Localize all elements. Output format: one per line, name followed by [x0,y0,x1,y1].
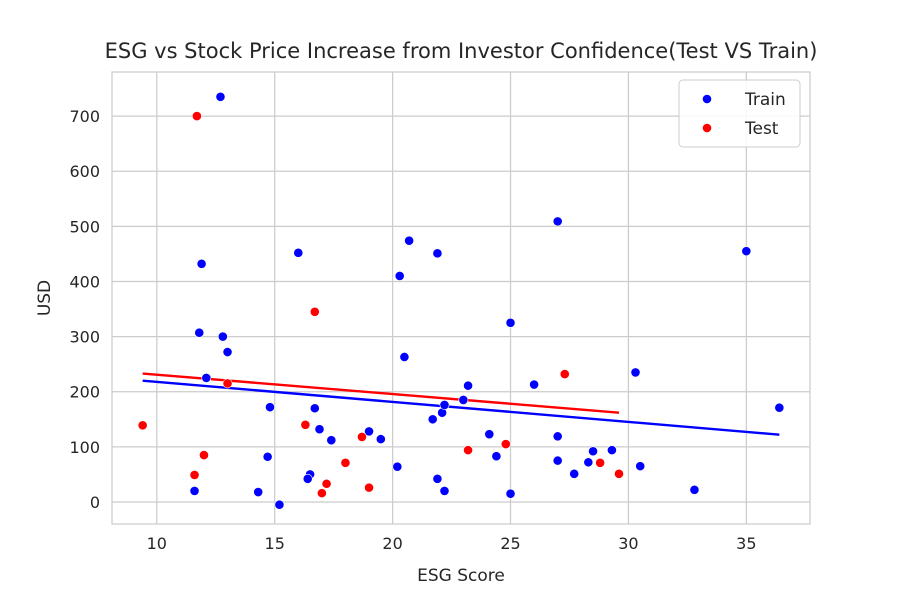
train-point [689,484,700,495]
x-tick-label: 20 [382,534,402,553]
legend-marker-test [702,123,712,133]
y-tick-label: 700 [69,107,100,126]
train-point [439,400,450,410]
test-point [500,439,511,449]
train-point [196,258,207,269]
x-tick-label: 15 [265,534,285,553]
test-point [340,457,351,468]
x-tick-label: 25 [500,534,520,553]
train-point [293,247,304,258]
test-point [595,457,606,468]
test-point [316,488,327,499]
train-point [635,461,646,472]
train-point [392,461,403,472]
legend-label-test: Test [744,119,779,139]
regression-lines [142,372,780,436]
test-point [357,432,367,442]
test-point [191,111,202,121]
data-points [137,91,785,510]
train-point [552,216,563,227]
test-point [463,445,473,456]
test-point [309,306,320,317]
train-point [314,424,325,435]
train-point [364,426,374,437]
x-axis-label: ESG Score [417,566,505,586]
train-point [427,414,438,425]
train-point [484,429,495,440]
test-point [137,420,148,431]
tick-labels: 10 15 20 25 30 35 0 100 200 300 400 500 600 700 [69,107,756,553]
test-point [321,478,332,489]
train-point [253,487,264,497]
train-point [189,486,200,496]
train-point [399,352,410,362]
train-point [458,395,469,405]
train-point [552,431,563,442]
train-point [404,235,415,246]
train-point [505,488,516,499]
train-point [463,380,473,391]
grid-lines [112,72,810,524]
train-point [201,373,212,383]
train-point [326,435,337,446]
train-point [607,445,617,456]
train-point [505,317,516,328]
train-point [432,248,443,259]
y-tick-label: 0 [90,493,100,512]
train-point [552,455,563,466]
plot-frame [111,71,811,525]
train-point [309,403,320,414]
test-point [364,482,374,493]
y-tick-label: 100 [69,438,100,457]
train-point [588,446,598,457]
train-point [491,451,502,462]
train-point [375,434,386,445]
y-tick-label: 400 [69,272,100,291]
x-tick-label: 30 [618,534,638,553]
y-tick-label: 300 [69,328,100,347]
train-point [432,473,443,484]
train-point [439,486,450,496]
y-tick-label: 600 [69,162,100,181]
chart-title: ESG vs Stock Price Increase from Investo… [105,39,818,63]
legend: Train Test [678,79,801,148]
test-point [300,419,311,430]
legend-marker-train [702,94,712,104]
train-point [569,468,580,479]
legend-label-train: Train [744,90,786,110]
train-point [262,451,273,462]
train-point [394,271,405,281]
train-point [194,327,205,338]
x-tick-label: 10 [147,534,167,553]
y-tick-label: 500 [69,217,100,236]
train-point [741,246,752,257]
test-point [189,470,200,480]
train-regression-line [142,379,780,436]
test-point [614,468,624,479]
train-point [265,402,275,413]
train-point [529,379,540,390]
train-point [215,91,226,102]
train-point [630,367,641,378]
test-point [222,378,233,389]
train-point [217,331,228,342]
test-point [199,450,209,460]
train-point [222,347,233,357]
train-point [274,499,285,510]
y-tick-label: 200 [69,383,100,402]
x-tick-label: 35 [736,534,756,553]
train-point [302,473,313,484]
train-point [774,402,785,413]
test-regression-line [142,372,620,414]
y-axis-label: USD [35,280,55,316]
test-point [559,369,570,379]
train-point [583,457,594,468]
